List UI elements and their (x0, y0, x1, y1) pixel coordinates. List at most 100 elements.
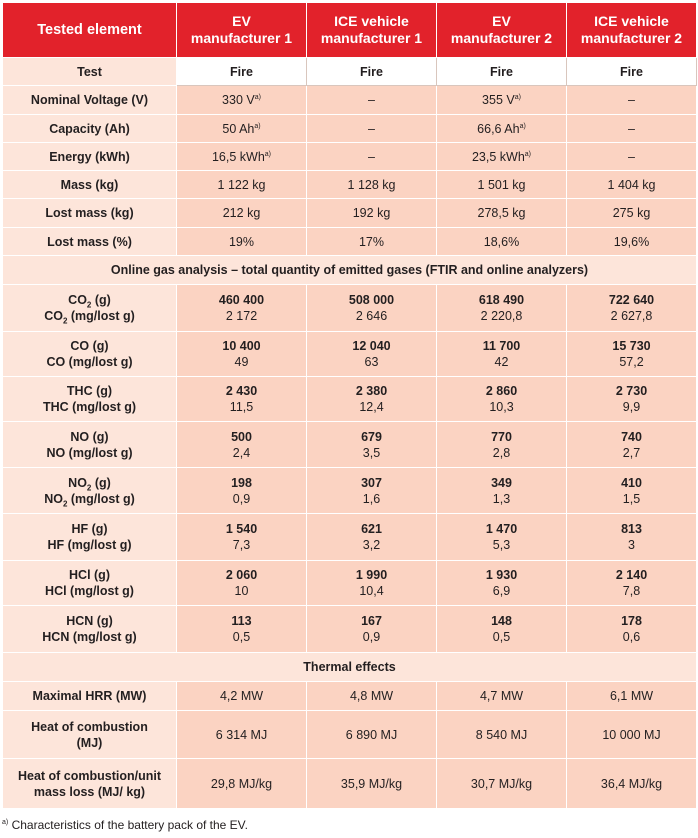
gas-total: 15 730 (612, 339, 651, 353)
gas-total: 167 (361, 614, 382, 628)
gas-label: NO (g) NO (mg/lost g) (2, 421, 177, 468)
gas-total: 12 040 (352, 339, 391, 353)
gas-label-perloss: CO (mg/lost g) (46, 355, 133, 369)
gas-value-cell: 813 3 (566, 513, 697, 561)
gas-row: THC (g) THC (mg/lost g) 2 430 11,5 2 380 12,4… (2, 376, 697, 422)
table-row: Lost mass (kg) 212 kg 192 kg 278,5 kg 275 kg (2, 198, 697, 228)
footnote-ref: a) (524, 150, 532, 158)
gas-total: 349 (491, 475, 512, 490)
row-label: Heat of combustion/unit mass loss (MJ/ kg… (2, 758, 177, 809)
gas-value-cell: 508 000 2 646 (306, 284, 437, 332)
gas-row: NO (g) NO (mg/lost g) 500 2,4 679 3,5 770 2,8 74… (2, 421, 697, 468)
footnote-ref: a) (514, 93, 521, 101)
row-label: Heat of combustion (MJ) (2, 710, 177, 759)
thermal-row: Heat of combustion (MJ) 6 314 MJ 6 890 MJ 8 … (2, 710, 697, 759)
gas-value-cell: 621 3,2 (306, 513, 437, 561)
gas-perloss: 6,9 (492, 584, 511, 598)
value-cell: 10 000 MJ (566, 710, 697, 759)
value-cell: 192 kg (306, 198, 437, 228)
gas-value-cell: 1 990 10,4 (306, 560, 437, 606)
gas-total: 10 400 (222, 339, 261, 353)
header-ev-manufacturer-2: EV manufacturer 2 (436, 2, 567, 58)
value-cell: 1 404 kg (566, 170, 697, 199)
value-cell: Fire (566, 57, 697, 86)
gas-perloss: 10 (234, 584, 249, 598)
gas-total: 178 (621, 614, 642, 628)
value-cell: – (566, 114, 697, 143)
row-label: Maximal HRR (MW) (2, 681, 177, 711)
gas-perloss: 0,5 (232, 630, 251, 644)
value-cell: 17% (306, 227, 437, 256)
footnote: a) Characteristics of the battery pack o… (2, 818, 248, 832)
gas-perloss: 2 220,8 (480, 309, 523, 323)
gas-label-total: NO2 (g) (68, 475, 111, 492)
gas-label-total: CO2 (g) (68, 293, 111, 310)
gas-label: HCN (g) HCN (mg/lost g) (2, 605, 177, 653)
value-cell: 4,2 MW (176, 681, 307, 711)
section-row-gas: Online gas analysis – total quantity of … (2, 255, 697, 285)
gas-row: NO2 (g) NO2 (mg/lost g) 198 0,9 307 1,6 349 1,3… (2, 467, 697, 514)
gas-perloss: 1,5 (622, 491, 641, 506)
gas-value-cell: 1 540 7,3 (176, 513, 307, 561)
gas-value-cell: 500 2,4 (176, 421, 307, 468)
thermal-row: Maximal HRR (MW) 4,2 MW 4,8 MW 4,7 MW 6,1 MW (2, 681, 697, 711)
gas-label-perloss: NO2 (mg/lost g) (44, 491, 135, 508)
footnote-text: Characteristics of the battery pack of t… (8, 818, 248, 832)
table-body: Test Fire Fire Fire Fire Nominal Voltage (V) 3… (2, 57, 697, 809)
gas-value-cell: 307 1,6 (306, 467, 437, 514)
value-cell: 50 Aha) (176, 114, 307, 143)
value-cell: 278,5 kg (436, 198, 567, 228)
header-ice-manufacturer-1: ICE vehicle manufacturer 1 (306, 2, 437, 58)
cell-value: – (368, 121, 375, 136)
gas-total: 113 (231, 614, 252, 628)
gas-perloss: 3,2 (362, 538, 381, 552)
value-cell: – (306, 114, 437, 143)
value-cell: Fire (306, 57, 437, 86)
gas-label-total: NO (g) (70, 429, 109, 444)
gas-total: 1 930 (485, 568, 518, 582)
gas-total: 813 (621, 522, 642, 536)
footnote-ref: a) (264, 150, 272, 158)
gas-perloss: 2,8 (492, 445, 511, 460)
cell-value: Fire (490, 64, 513, 79)
section-row-thermal: Thermal effects (2, 652, 697, 682)
footnote-ref: a) (254, 93, 261, 101)
cell-value: – (628, 93, 635, 107)
gas-label-perloss: NO (mg/lost g) (46, 445, 133, 460)
gas-value-cell: 722 640 2 627,8 (566, 284, 697, 332)
header-tested-element: Tested element (2, 2, 177, 58)
cell-value: 17% (358, 234, 385, 249)
gas-label-total: HCN (g) (66, 614, 113, 628)
gas-value-cell: 167 0,9 (306, 605, 437, 653)
gas-label: HCl (g) HCl (mg/lost g) (2, 560, 177, 606)
table-row: Test Fire Fire Fire Fire (2, 57, 697, 86)
gas-row: HCl (g) HCl (mg/lost g) 2 060 10 1 990 10,4 1 … (2, 560, 697, 606)
gas-value-cell: 618 490 2 220,8 (436, 284, 567, 332)
value-cell: 1 122 kg (176, 170, 307, 199)
value-cell: 36,4 MJ/kg (566, 758, 697, 809)
table-row: Lost mass (%) 19% 17% 18,6% 19,6% (2, 227, 697, 256)
gas-perloss: 0,5 (492, 630, 511, 644)
gas-value-cell: 15 730 57,2 (566, 331, 697, 377)
gas-perloss: 2,7 (622, 445, 641, 460)
row-label: Energy (kWh) (2, 142, 177, 171)
gas-value-cell: 349 1,3 (436, 467, 567, 514)
gas-total: 11 700 (482, 339, 521, 353)
gas-value-cell: 113 0,5 (176, 605, 307, 653)
gas-total: 508 000 (348, 293, 395, 307)
gas-value-cell: 740 2,7 (566, 421, 697, 468)
thermal-row: Heat of combustion/unit mass loss (MJ/ kg… (2, 758, 697, 809)
gas-perloss: 1,6 (362, 491, 381, 506)
gas-value-cell: 12 040 63 (306, 331, 437, 377)
value-cell: 8 540 MJ (436, 710, 567, 759)
gas-perloss: 5,3 (492, 538, 511, 552)
gas-total: 1 540 (225, 522, 258, 536)
gas-value-cell: 679 3,5 (306, 421, 437, 468)
value-cell: 16,5 kWha) (176, 142, 307, 171)
gas-value-cell: 2 860 10,3 (436, 376, 567, 422)
gas-value-cell: 10 400 49 (176, 331, 307, 377)
footnote-ref: a) (519, 122, 526, 130)
gas-perloss: 0,9 (232, 491, 251, 506)
gas-value-cell: 2 060 10 (176, 560, 307, 606)
value-cell: 212 kg (176, 198, 307, 228)
